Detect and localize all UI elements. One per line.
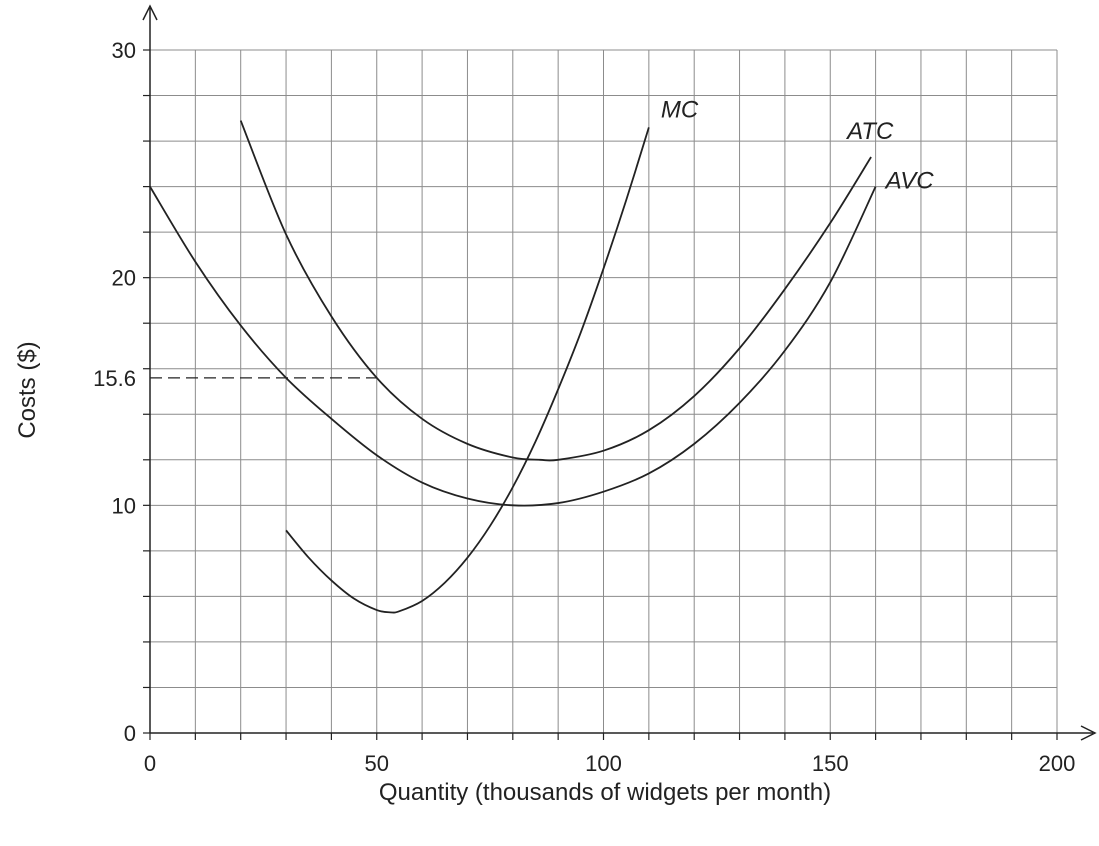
x-tick-label: 200 bbox=[1039, 751, 1076, 776]
y-axis-arrow bbox=[142, 4, 158, 21]
curve-avc bbox=[149, 186, 877, 507]
y-tick-label: 30 bbox=[112, 38, 136, 63]
curve-mc bbox=[285, 127, 650, 614]
x-tick-label: 100 bbox=[585, 751, 622, 776]
curve-labels: MC ATC AVC bbox=[661, 96, 934, 194]
x-axis-label: Quantity (thousands of widgets per month… bbox=[379, 779, 831, 806]
x-tick-label: 50 bbox=[365, 751, 389, 776]
x-axis-arrow bbox=[1080, 725, 1097, 741]
y-axis-label: Costs ($) bbox=[14, 341, 41, 438]
y-tick-label: 10 bbox=[112, 493, 136, 518]
curves bbox=[149, 120, 877, 614]
x-tick-label: 0 bbox=[144, 751, 156, 776]
grid bbox=[150, 49, 1058, 733]
x-tick-label: 150 bbox=[812, 751, 849, 776]
tick-labels: 0 50 100 150 200 0 10 20 30 15.6 bbox=[93, 38, 1075, 776]
axes bbox=[142, 4, 1097, 741]
y-tick-label: 20 bbox=[112, 266, 136, 291]
curve-label-atc: ATC bbox=[845, 118, 894, 145]
curve-label-mc: MC bbox=[661, 96, 699, 123]
y-tick-label: 0 bbox=[124, 721, 136, 746]
y-tick-label-extra: 15.6 bbox=[93, 366, 136, 391]
curve-atc bbox=[239, 120, 872, 462]
curve-label-avc: AVC bbox=[884, 168, 935, 195]
